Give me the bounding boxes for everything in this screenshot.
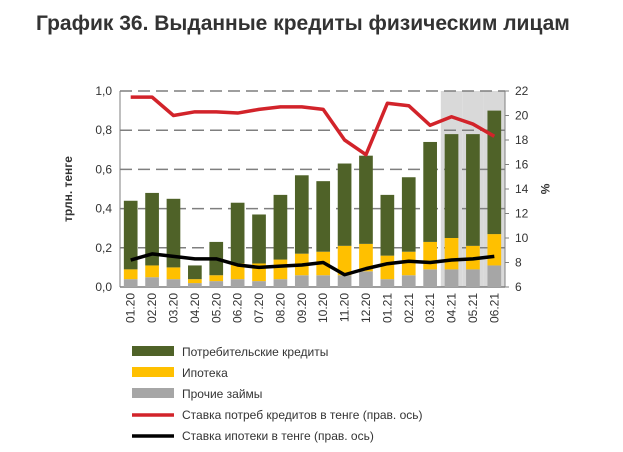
bar-Прочие (423, 269, 437, 287)
bar-Потребительские (166, 198, 181, 268)
y2-tick-label: 18 (515, 133, 529, 147)
x-tick-label: 05.21 (466, 293, 480, 323)
legend-label: Прочие займы (182, 387, 262, 401)
bar-Прочие (337, 275, 352, 287)
bar-Ипотека (188, 279, 202, 284)
bar-Потребительские (294, 175, 309, 254)
bar-Ипотека (209, 275, 224, 282)
bar-Потребительские (230, 202, 245, 264)
bar-Ипотека (487, 234, 502, 266)
y-tick-label: 0,2 (95, 241, 112, 255)
bar-Прочие (230, 279, 245, 287)
x-tick-label: 02.20 (145, 293, 159, 323)
bar-Прочие (380, 279, 395, 287)
line-series (130, 252, 495, 277)
y2-tick-label: 6 (515, 280, 522, 294)
legend-swatch (132, 346, 174, 356)
bar-Ипотека (380, 255, 395, 280)
bar-Ипотека (337, 245, 352, 276)
bar-Потребительские (401, 177, 416, 252)
x-tick-label: 01.20 (124, 293, 138, 323)
bar-Ипотека (273, 259, 288, 280)
bar-Потребительские (423, 141, 437, 242)
x-tick-label: 03.21 (423, 293, 437, 323)
bar-Потребительские (316, 181, 331, 252)
y-tick-label: 0,6 (95, 162, 112, 176)
bar-Потребительские (487, 110, 502, 235)
y2-axis-label: % (538, 184, 552, 195)
x-tick-label: 09.20 (295, 293, 309, 323)
x-tick-label: 11.20 (338, 293, 352, 322)
bar-Потребительские (145, 192, 159, 266)
x-tick-label: 06.21 (487, 293, 501, 323)
x-tick-label: 01.21 (380, 293, 394, 323)
y2-tick-label: 22 (515, 84, 529, 98)
legend-label: Ставка потреб кредитов в тенге (прав. ос… (182, 408, 423, 422)
bar-Ипотека (423, 241, 437, 270)
y-tick-label: 1,0 (95, 84, 112, 98)
bar-Прочие (316, 275, 331, 287)
bar-Прочие (209, 281, 224, 287)
x-tick-label: 07.20 (252, 293, 266, 323)
bar-Ипотека (359, 243, 373, 272)
bar-Прочие (466, 269, 480, 287)
y2-tick-label: 14 (515, 182, 529, 196)
y-tick-label: 0,8 (95, 123, 112, 137)
x-tick-label: 04.20 (188, 293, 202, 323)
legend-swatch (132, 367, 174, 377)
bar-Потребительские (359, 155, 373, 244)
bar-Ипотека (230, 263, 245, 280)
y2-tick-label: 10 (515, 231, 529, 245)
bar-Потребительские (444, 134, 459, 238)
bar-Потребительские (252, 214, 266, 264)
x-tick-label: 08.20 (273, 293, 287, 323)
x-tick-label: 02.21 (402, 293, 416, 323)
bar-Потребительские (123, 200, 138, 270)
bar-Ипотека (145, 265, 159, 278)
bar-Ипотека (166, 267, 181, 280)
bar-Прочие (401, 275, 416, 287)
y2-tick-label: 16 (515, 158, 529, 172)
bar-Ипотека (444, 238, 459, 270)
legend-swatch (132, 388, 174, 398)
bar-Потребительские (380, 194, 395, 256)
y2-tick-label: 20 (515, 109, 529, 123)
x-tick-label: 12.20 (359, 293, 373, 323)
y-tick-label: 0,0 (95, 280, 112, 294)
bar-Ипотека (123, 269, 138, 280)
legend-label: Ипотека (182, 366, 228, 380)
bar-Прочие (166, 279, 181, 287)
bar-Прочие (273, 279, 288, 287)
x-tick-label: 05.20 (209, 293, 223, 323)
bar-Ипотека (401, 251, 416, 276)
x-tick-label: 10.20 (316, 293, 330, 323)
bar-Потребительские (188, 265, 202, 280)
bar-Прочие (444, 269, 459, 287)
chart-title: График 36. Выданные кредиты физическим л… (36, 12, 570, 35)
y2-tick-label: 8 (515, 256, 522, 270)
bar-Прочие (487, 265, 502, 287)
y-axis-label: трлн. тенге (61, 156, 75, 222)
bar-Прочие (252, 281, 266, 287)
bar-Потребительские (466, 134, 480, 246)
bar-Прочие (188, 283, 202, 287)
x-tick-label: 04.21 (445, 293, 459, 323)
bar-Прочие (359, 271, 373, 287)
y-tick-label: 0,4 (95, 202, 112, 216)
y2-tick-label: 12 (515, 207, 529, 221)
line-series (130, 95, 496, 157)
legend-label: Ставка ипотеки в тенге (прав. ось) (182, 429, 374, 443)
legend-label: Потребительские кредиты (182, 345, 328, 359)
x-tick-label: 03.20 (166, 293, 180, 323)
bar-Прочие (123, 279, 138, 287)
x-tick-label: 06.20 (231, 293, 245, 323)
bar-Потребительские (273, 194, 288, 260)
bar-Потребительские (337, 163, 352, 246)
bar-Прочие (145, 277, 159, 287)
bar-Прочие (294, 275, 309, 287)
